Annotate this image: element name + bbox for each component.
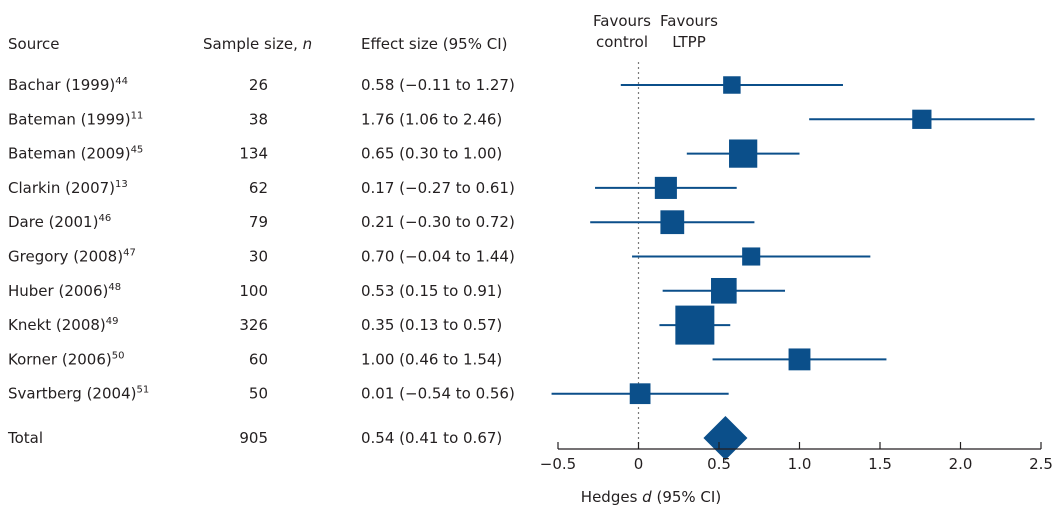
study-source: Korner (2006)50	[8, 350, 124, 368]
study-effect-size: 0.65 (0.30 to 1.00)	[361, 145, 502, 163]
study-sample-size: 30	[249, 248, 268, 266]
study-source: Bateman (1999)11	[8, 110, 143, 128]
study-source: Knekt (2008)49	[8, 316, 119, 334]
x-tick-label: 0	[634, 455, 644, 473]
study-sample-size: 50	[249, 385, 268, 403]
study-reference: 46	[98, 213, 111, 224]
study-sample-size: 134	[239, 145, 268, 163]
x-axis-label-d: d	[642, 488, 652, 506]
x-tick-label: 1.0	[788, 455, 812, 473]
study-reference: 11	[131, 110, 144, 121]
study-effect-size: 0.01 (−0.54 to 0.56)	[361, 385, 515, 403]
study-effect-size: 0.17 (−0.27 to 0.61)	[361, 179, 515, 197]
effect-marker	[788, 348, 811, 371]
study-effect-size: 0.35 (0.13 to 0.57)	[361, 316, 502, 334]
study-name: Clarkin (2007)	[8, 179, 115, 197]
x-axis-label: Hedges d (95% CI)	[581, 488, 721, 506]
favours-ltpp-line1: Favours	[660, 12, 718, 30]
study-name: Bateman (2009)	[8, 145, 131, 163]
pooled-effect-diamond	[703, 416, 748, 460]
study-name: Bachar (1999)	[8, 76, 115, 94]
total-sample-size: 905	[239, 429, 268, 447]
total-effect-size: 0.54 (0.41 to 0.67)	[361, 429, 502, 447]
study-effect-size: 0.53 (0.15 to 0.91)	[361, 282, 502, 300]
effect-marker	[729, 139, 758, 168]
study-source: Bateman (2009)45	[8, 145, 143, 163]
study-reference: 51	[136, 385, 149, 396]
column-headers: Source Sample size, n Effect size (95% C…	[8, 12, 718, 53]
study-effect-size: 1.00 (0.46 to 1.54)	[361, 350, 502, 368]
study-sample-size: 38	[249, 110, 268, 128]
study-name: Knekt (2008)	[8, 316, 106, 334]
effect-size-header: Effect size (95% CI)	[361, 35, 508, 53]
total-label: Total	[7, 429, 43, 447]
study-name: Svartberg (2004)	[8, 385, 136, 403]
x-axis-label-pre: Hedges	[581, 488, 642, 506]
study-name: Bateman (1999)	[8, 110, 131, 128]
effect-marker	[654, 176, 677, 199]
study-sample-size: 79	[249, 213, 268, 231]
effect-marker	[711, 277, 737, 304]
x-tick-label: 1.5	[868, 455, 892, 473]
effect-marker	[742, 247, 761, 266]
study-effect-size: 0.58 (−0.11 to 1.27)	[361, 76, 515, 94]
study-reference: 47	[123, 248, 136, 259]
study-reference: 48	[108, 282, 121, 293]
effect-marker	[675, 305, 715, 345]
x-axis-label-post: (95% CI)	[652, 488, 721, 506]
study-source: Huber (2006)48	[8, 282, 121, 300]
sample-size-header-text: Sample size,	[203, 35, 298, 53]
x-tick-label: 2.5	[1029, 455, 1052, 473]
study-name: Korner (2006)	[8, 350, 112, 368]
study-name: Dare (2001)	[8, 213, 98, 231]
study-effect-size: 0.21 (−0.30 to 0.72)	[361, 213, 515, 231]
study-reference: 44	[115, 76, 128, 87]
study-reference: 45	[131, 145, 144, 156]
study-source: Clarkin (2007)13	[8, 179, 128, 197]
study-effect-size: 0.70 (−0.04 to 1.44)	[361, 248, 515, 266]
x-tick-label: 0.5	[707, 455, 731, 473]
effect-marker	[912, 109, 932, 129]
study-sample-size: 326	[239, 316, 268, 334]
study-reference: 13	[115, 179, 128, 190]
study-name: Gregory (2008)	[8, 248, 123, 266]
favours-ltpp-line2: LTPP	[672, 33, 706, 51]
study-name: Huber (2006)	[8, 282, 108, 300]
study-source: Svartberg (2004)51	[8, 385, 149, 403]
sample-size-header-n: n	[303, 35, 313, 53]
study-sample-size: 100	[239, 282, 268, 300]
study-sample-size: 62	[249, 179, 268, 197]
study-source: Dare (2001)46	[8, 213, 111, 231]
effect-marker	[629, 383, 651, 405]
study-rows: Bachar (1999)44 26 0.58 (−0.11 to 1.27) Bat…	[7, 76, 515, 447]
effect-marker	[723, 76, 741, 94]
study-source: Gregory (2008)47	[8, 248, 136, 266]
study-reference: 49	[106, 316, 119, 327]
study-sample-size: 26	[249, 76, 268, 94]
effect-marker	[660, 210, 685, 235]
x-tick-label: −0.5	[540, 455, 576, 473]
sample-size-header: Sample size, n	[203, 35, 312, 53]
x-tick-label: 2.0	[949, 455, 973, 473]
favours-control-line2: control	[596, 33, 648, 51]
x-axis: −0.5 0 0.5 1.0 1.5 2.0 2.5	[540, 442, 1052, 473]
study-reference: 50	[112, 350, 125, 361]
study-sample-size: 60	[249, 350, 268, 368]
study-source: Bachar (1999)44	[8, 76, 128, 94]
favours-control-line1: Favours	[593, 12, 651, 30]
study-effect-size: 1.76 (1.06 to 2.46)	[361, 110, 502, 128]
plot-area	[551, 62, 1035, 460]
source-header: Source	[8, 35, 60, 53]
